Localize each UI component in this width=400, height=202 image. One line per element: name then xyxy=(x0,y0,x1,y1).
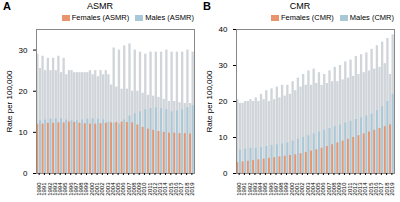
svg-text:1995: 1995 xyxy=(262,182,269,196)
svg-text:0: 0 xyxy=(223,169,228,178)
svg-text:10: 10 xyxy=(219,133,228,142)
svg-text:2009: 2009 xyxy=(336,182,343,196)
svg-text:2001: 2001 xyxy=(294,182,300,196)
svg-text:2006: 2006 xyxy=(320,182,327,196)
svg-text:2007: 2007 xyxy=(325,182,332,196)
svg-text:2005: 2005 xyxy=(115,182,122,196)
svg-text:1997: 1997 xyxy=(72,182,79,196)
html-text:Males (ASMR): Males (ASMR) xyxy=(145,13,194,22)
svg-text:2015: 2015 xyxy=(167,182,174,196)
svg-text:1999: 1999 xyxy=(83,182,90,196)
svg-text:1990: 1990 xyxy=(36,182,43,196)
svg-text:2005: 2005 xyxy=(315,182,322,196)
svg-text:1996: 1996 xyxy=(67,182,74,196)
svg-text:20: 20 xyxy=(219,97,228,106)
svg-text:2002: 2002 xyxy=(299,182,306,196)
svg-text:2017: 2017 xyxy=(378,182,385,196)
svg-text:20: 20 xyxy=(19,87,28,96)
svg-text:2019: 2019 xyxy=(189,182,195,196)
svg-text:30: 30 xyxy=(219,61,228,70)
html-text:A: A xyxy=(3,0,11,12)
svg-text:2016: 2016 xyxy=(373,182,379,196)
svg-text:1991: 1991 xyxy=(41,182,48,196)
svg-text:1990: 1990 xyxy=(236,182,243,196)
svg-text:Rate per 100,000: Rate per 100,000 xyxy=(5,70,14,132)
svg-text:2019: 2019 xyxy=(389,182,395,196)
svg-text:30: 30 xyxy=(19,46,28,55)
svg-text:0: 0 xyxy=(23,169,28,178)
svg-text:1993: 1993 xyxy=(51,182,58,196)
html-text:Females (CMR): Females (CMR) xyxy=(280,13,334,22)
svg-text:40: 40 xyxy=(219,25,228,34)
svg-text:2000: 2000 xyxy=(288,182,295,196)
svg-text:2000: 2000 xyxy=(88,182,95,196)
svg-text:2010: 2010 xyxy=(341,182,348,196)
html-text:ASMR: ASMR xyxy=(87,1,113,11)
svg-text:2018: 2018 xyxy=(383,182,390,196)
svg-text:2017: 2017 xyxy=(178,182,185,196)
svg-text:1999: 1999 xyxy=(283,182,290,196)
svg-text:2016: 2016 xyxy=(173,182,179,196)
svg-text:2013: 2013 xyxy=(357,182,364,196)
svg-text:1997: 1997 xyxy=(272,182,279,196)
svg-text:2004: 2004 xyxy=(309,182,316,196)
svg-text:2014: 2014 xyxy=(362,182,369,196)
svg-text:1998: 1998 xyxy=(78,182,85,196)
svg-text:1998: 1998 xyxy=(278,182,285,196)
html-text:CMR: CMR xyxy=(289,1,311,11)
svg-text:1995: 1995 xyxy=(62,182,69,196)
svg-text:2012: 2012 xyxy=(351,182,358,196)
svg-text:2001: 2001 xyxy=(94,182,100,196)
svg-text:1996: 1996 xyxy=(267,182,274,196)
svg-text:2007: 2007 xyxy=(125,182,132,196)
svg-text:2011: 2011 xyxy=(346,182,353,196)
svg-text:2013: 2013 xyxy=(157,182,164,196)
svg-text:2003: 2003 xyxy=(304,182,311,196)
svg-text:1994: 1994 xyxy=(57,182,64,196)
svg-text:1992: 1992 xyxy=(46,182,53,196)
svg-text:2009: 2009 xyxy=(136,182,143,196)
svg-text:1994: 1994 xyxy=(257,182,264,196)
svg-text:2012: 2012 xyxy=(151,182,158,196)
svg-text:2008: 2008 xyxy=(130,182,137,196)
svg-text:1991: 1991 xyxy=(241,182,248,196)
svg-text:2015: 2015 xyxy=(367,182,374,196)
svg-text:2011: 2011 xyxy=(146,182,153,196)
html-text:Males (CMR): Males (CMR) xyxy=(349,13,394,22)
svg-text:1992: 1992 xyxy=(246,182,253,196)
svg-text:2003: 2003 xyxy=(104,182,111,196)
svg-text:2008: 2008 xyxy=(330,182,337,196)
svg-text:2002: 2002 xyxy=(99,182,106,196)
svg-text:Rate per 100,000: Rate per 100,000 xyxy=(205,70,214,132)
html-text:Females (ASMR): Females (ASMR) xyxy=(71,13,130,22)
svg-text:2006: 2006 xyxy=(120,182,127,196)
svg-text:2010: 2010 xyxy=(141,182,148,196)
svg-text:2004: 2004 xyxy=(109,182,116,196)
html-text:B: B xyxy=(203,0,211,12)
svg-text:2014: 2014 xyxy=(162,182,169,196)
svg-text:1993: 1993 xyxy=(251,182,258,196)
svg-text:2018: 2018 xyxy=(183,182,190,196)
svg-text:10: 10 xyxy=(19,128,28,137)
